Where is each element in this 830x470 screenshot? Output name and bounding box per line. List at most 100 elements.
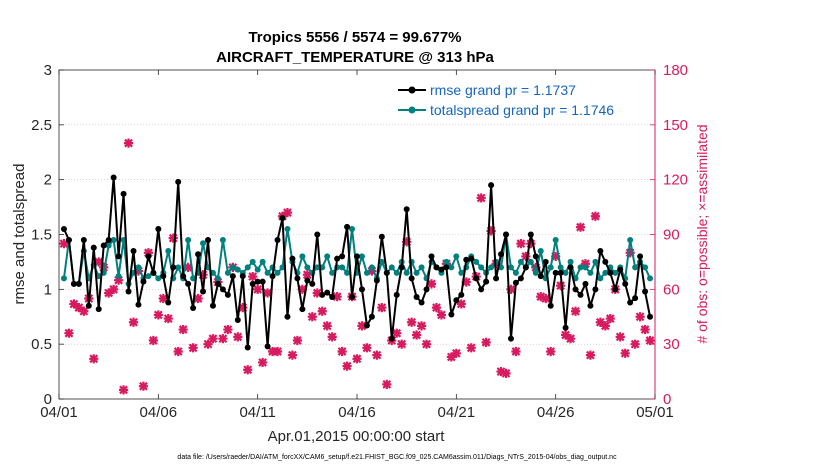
series-point-1 bbox=[274, 269, 281, 276]
obs-possible-marker bbox=[383, 381, 390, 388]
obs-assimilated-glyph bbox=[620, 348, 630, 358]
obs-possible-marker bbox=[81, 308, 87, 315]
obs-assimilated-marker bbox=[476, 193, 486, 203]
obs-assimilated-marker bbox=[89, 354, 99, 364]
series-point-1 bbox=[527, 258, 534, 265]
series-point-1 bbox=[60, 275, 67, 282]
obs-assimilated-marker bbox=[79, 306, 89, 316]
obs-assimilated-glyph bbox=[431, 303, 442, 313]
obs-assimilated-glyph bbox=[556, 281, 566, 291]
obs-assimilated-glyph bbox=[203, 339, 213, 349]
legend-spread-marker bbox=[408, 106, 416, 114]
obs-assimilated-marker bbox=[74, 303, 84, 313]
series-point-0 bbox=[572, 286, 579, 293]
obs-assimilated-marker bbox=[377, 303, 387, 313]
obs-possible-marker bbox=[503, 370, 509, 377]
obs-assimilated-glyph bbox=[446, 352, 456, 362]
series-point-0 bbox=[229, 273, 236, 280]
obs-assimilated-marker bbox=[332, 292, 342, 302]
series-point-0 bbox=[125, 288, 132, 295]
obs-assimilated-glyph bbox=[148, 335, 158, 346]
obs-possible-marker bbox=[244, 366, 251, 373]
obs-assimilated-marker bbox=[402, 237, 412, 247]
series-point-1 bbox=[512, 269, 519, 276]
series-point-1 bbox=[145, 273, 152, 280]
obs-assimilated-glyph bbox=[407, 317, 417, 327]
obs-possible-marker bbox=[309, 313, 316, 320]
obs-assimilated-glyph bbox=[580, 259, 591, 269]
series-point-0 bbox=[602, 258, 609, 265]
series-point-1 bbox=[135, 264, 142, 271]
obs-possible-marker bbox=[617, 334, 624, 340]
obs-assimilated-marker bbox=[431, 303, 442, 313]
series-point-1 bbox=[517, 258, 524, 265]
series-point-1 bbox=[314, 264, 321, 271]
obs-assimilated-glyph bbox=[600, 321, 610, 331]
obs-possible-marker bbox=[90, 355, 97, 362]
obs-assimilated-marker bbox=[357, 321, 367, 331]
series-lines bbox=[60, 174, 654, 351]
obs-assimilated-marker bbox=[531, 262, 541, 272]
obs-possible-marker bbox=[235, 334, 241, 340]
series-point-1 bbox=[443, 258, 450, 265]
series-point-0 bbox=[269, 273, 276, 280]
series-point-0 bbox=[473, 275, 480, 282]
obs-assimilated-marker bbox=[312, 288, 322, 298]
obs-assimilated-glyph bbox=[272, 346, 283, 357]
x-tick-label: 04/16 bbox=[338, 404, 376, 421]
series-point-0 bbox=[393, 291, 400, 298]
obs-possible-marker bbox=[398, 341, 405, 347]
series-point-1 bbox=[562, 269, 569, 276]
series-point-0 bbox=[135, 301, 142, 308]
y2-tick-label: 0 bbox=[663, 391, 671, 408]
obs-assimilated-marker bbox=[59, 239, 69, 249]
series-point-0 bbox=[423, 286, 430, 293]
series-point-1 bbox=[473, 258, 480, 265]
obs-assimilated-glyph bbox=[287, 350, 298, 360]
obs-assimilated-glyph bbox=[317, 306, 327, 316]
y-tick-label: 0 bbox=[44, 391, 52, 408]
obs-assimilated-marker bbox=[506, 284, 516, 294]
obs-assimilated-glyph bbox=[297, 284, 307, 294]
obs-assimilated-glyph bbox=[630, 339, 640, 349]
obs-assimilated-glyph bbox=[372, 350, 382, 360]
series-point-0 bbox=[185, 280, 192, 287]
series-point-1 bbox=[368, 264, 375, 271]
x-axis-label: Apr.01,2015 00:00:00 start bbox=[268, 428, 446, 445]
obs-assimilated-glyph bbox=[258, 357, 268, 368]
obs-assimilated-glyph bbox=[570, 306, 581, 316]
obs-possible-marker bbox=[180, 326, 186, 333]
series-point-0 bbox=[542, 258, 549, 265]
obs-possible-marker bbox=[190, 345, 196, 351]
obs-assimilated-marker bbox=[481, 337, 491, 347]
obs-assimilated-marker bbox=[183, 262, 193, 272]
obs-assimilated-marker bbox=[178, 324, 188, 335]
legend-box bbox=[392, 77, 650, 119]
series-point-1 bbox=[185, 236, 192, 243]
obs-assimilated-glyph bbox=[451, 348, 461, 358]
obs-assimilated-glyph bbox=[645, 335, 655, 346]
obs-assimilated-marker bbox=[367, 266, 377, 276]
obs-assimilated-glyph bbox=[168, 233, 178, 243]
series-point-0 bbox=[324, 289, 331, 296]
obs-possible-marker bbox=[602, 323, 609, 329]
obs-assimilated-marker bbox=[516, 239, 526, 249]
obs-assimilated-marker bbox=[267, 346, 278, 357]
obs-assimilated-glyph bbox=[114, 275, 124, 285]
series-point-0 bbox=[309, 280, 316, 287]
series-point-1 bbox=[155, 275, 162, 282]
series-point-1 bbox=[552, 236, 559, 243]
series-point-0 bbox=[334, 255, 341, 262]
series-point-1 bbox=[284, 226, 291, 233]
series-point-0 bbox=[165, 299, 172, 306]
series-point-0 bbox=[130, 247, 137, 254]
obs-assimilated-marker bbox=[302, 270, 312, 280]
obs-assimilated-glyph bbox=[109, 284, 119, 294]
obs-assimilated-glyph bbox=[128, 317, 139, 327]
series-point-0 bbox=[537, 273, 544, 280]
obs-assimilated-glyph bbox=[585, 350, 596, 360]
obs-assimilated-marker bbox=[565, 334, 576, 344]
obs-possible-marker bbox=[433, 304, 440, 311]
obs-assimilated-glyph bbox=[461, 277, 471, 287]
obs-assimilated-glyph bbox=[416, 321, 427, 331]
